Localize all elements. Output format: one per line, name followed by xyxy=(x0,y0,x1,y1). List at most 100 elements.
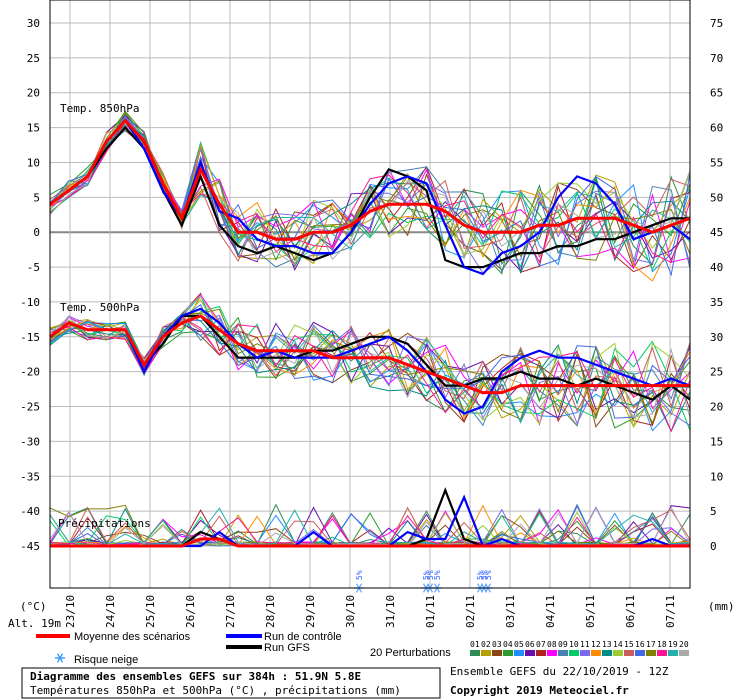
perturbation-swatch xyxy=(514,650,524,656)
ensemble-run-label: Ensemble GEFS du 22/10/2019 - 12Z xyxy=(450,665,669,678)
x-tick-label: 24/10 xyxy=(104,595,117,628)
y-right-tick-label: 10 xyxy=(710,470,723,483)
y-right-tick-label: 35 xyxy=(710,296,723,309)
perturbation-swatch xyxy=(492,650,502,656)
perturbation-swatch xyxy=(547,650,557,656)
series-line-t500-gfs xyxy=(49,314,691,401)
y-left-tick-label: 15 xyxy=(27,122,40,135)
x-tick-label: 29/10 xyxy=(304,595,317,628)
x-tick-label: 05/11 xyxy=(584,595,597,628)
left-axis-unit: (°C) xyxy=(20,600,47,613)
y-left-tick-label: -35 xyxy=(20,470,40,483)
perturbation-number: 04 xyxy=(503,640,513,649)
y-right-tick-label: 30 xyxy=(710,331,723,344)
x-tick-label: 04/11 xyxy=(544,595,557,628)
snow-risk-percent: 5% xyxy=(426,570,435,580)
perturbation-swatch xyxy=(569,650,579,656)
x-tick-label: 25/10 xyxy=(144,595,157,628)
y-right-tick-label: 45 xyxy=(710,226,723,239)
perturbation-swatch xyxy=(635,650,645,656)
perturbation-swatch xyxy=(536,650,546,656)
x-tick-label: 07/11 xyxy=(664,595,677,628)
perturbation-swatch xyxy=(470,650,480,656)
perturbation-number: 01 xyxy=(470,640,480,649)
perturbation-swatch xyxy=(624,650,634,656)
x-tick-label: 26/10 xyxy=(184,595,197,628)
footer-title: Diagramme des ensembles GEFS sur 384h : … xyxy=(30,670,361,683)
perturbation-swatch xyxy=(602,650,612,656)
snow-risk-percent: 5% xyxy=(484,570,493,580)
y-left-tick-label: -30 xyxy=(20,435,40,448)
y-right-tick-label: 0 xyxy=(710,540,717,553)
precip-panel-label: Précipitations xyxy=(58,517,151,530)
footer-box xyxy=(21,667,441,699)
plot-border xyxy=(49,0,691,589)
y-left-tick-label: -15 xyxy=(20,331,40,344)
snow-risk-percent: 5% xyxy=(355,570,364,580)
footer-subtitle: Températures 850hPa et 500hPa (°C) , pré… xyxy=(30,684,401,697)
y-right-tick-label: 65 xyxy=(710,87,723,100)
series-line-t850-mean xyxy=(49,118,691,241)
x-tick-label: 27/10 xyxy=(224,595,237,628)
perturbation-line-precip xyxy=(49,505,690,547)
y-left-tick-label: -25 xyxy=(20,401,40,414)
plot-area xyxy=(50,23,690,588)
perturbation-number: 18 xyxy=(657,640,667,649)
legend-snow-label: Risque neige xyxy=(74,654,138,666)
y-left-tick-label: 0 xyxy=(33,226,40,239)
t500-panel-label: Temp. 500hPa xyxy=(60,301,139,314)
y-right-tick-label: 75 xyxy=(710,17,723,30)
perturbation-swatch xyxy=(613,650,623,656)
perturbation-number: 15 xyxy=(624,640,634,649)
perturbation-swatch xyxy=(580,650,590,656)
perturbation-number: 03 xyxy=(492,640,502,649)
perturbation-swatch xyxy=(668,650,678,656)
snow-risk-percent: 5% xyxy=(422,570,431,580)
y-left-tick-label: 30 xyxy=(27,17,40,30)
legend-mean-label: Moyenne des scénarios xyxy=(74,631,191,643)
perturbation-number: 19 xyxy=(668,640,678,649)
perturbation-number: 09 xyxy=(558,640,568,649)
x-tick-label: 30/10 xyxy=(344,595,357,628)
y-right-tick-label: 60 xyxy=(710,122,723,135)
perturbation-number: 20 xyxy=(679,640,689,649)
perturbation-line-850 xyxy=(49,125,691,266)
grid xyxy=(50,0,690,588)
perturbation-number: 11 xyxy=(580,640,590,649)
perturbation-number: 07 xyxy=(536,640,546,649)
perturbation-color-legend: 01 02 03 04 05 06 07 08 09 10 11 12 13 14 15 16 17 18 19 20 xyxy=(470,640,689,656)
snow-risk-percent: 5% xyxy=(476,570,485,580)
y-left-tick-label: -10 xyxy=(20,296,40,309)
legend-perturbations-label: 20 Perturbations xyxy=(370,647,451,659)
snowflake-icon xyxy=(55,653,65,663)
y-right-tick-label: 70 xyxy=(710,52,723,65)
perturbation-swatch xyxy=(481,650,491,656)
perturbation-swatch xyxy=(657,650,667,656)
series-line-t850-control xyxy=(49,118,691,276)
x-tick-label: 03/11 xyxy=(504,595,517,628)
snow-risk-percent: 5% xyxy=(480,570,489,580)
perturbation-swatch xyxy=(503,650,513,656)
copyright-label: Copyright 2019 Meteociel.fr xyxy=(450,684,629,697)
y-right-tick-label: 50 xyxy=(710,191,723,204)
y-left-tick-label: 25 xyxy=(27,52,40,65)
y-left-tick-label: -20 xyxy=(20,366,40,379)
y-right-tick-label: 5 xyxy=(710,505,717,518)
right-axis-unit: (mm) xyxy=(708,600,735,613)
series-line-t500-mean xyxy=(49,314,690,395)
y-right-tick-label: 15 xyxy=(710,435,723,448)
series-lines xyxy=(49,118,691,548)
y-left-tick-label: 20 xyxy=(27,87,40,100)
y-left-tick-label: -40 xyxy=(20,505,40,518)
perturbation-line-500 xyxy=(49,304,691,419)
legend-control-label: Run de contrôle xyxy=(264,631,342,643)
y-left-tick-label: -45 xyxy=(20,540,40,553)
perturbation-number: 05 xyxy=(514,640,524,649)
perturbation-swatch xyxy=(591,650,601,656)
y-left-tick-label: 5 xyxy=(33,191,40,204)
y-right-tick-label: 25 xyxy=(710,366,723,379)
y-axis: 302520151050-5-10-15-20-25-30-35-40-4575… xyxy=(20,17,723,553)
y-right-tick-label: 55 xyxy=(710,156,723,169)
x-tick-label: 28/10 xyxy=(264,595,277,628)
